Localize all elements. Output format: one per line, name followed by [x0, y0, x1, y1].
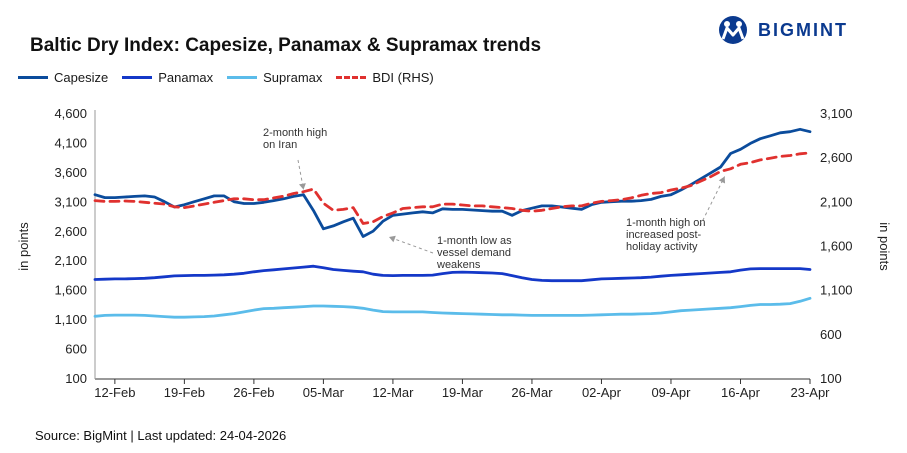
y2-tick-label: 1,600: [820, 239, 853, 254]
annotation-text: 1-month low as: [437, 235, 512, 247]
y-tick-label: 4,100: [54, 135, 87, 150]
y-tick-label: 1,100: [54, 312, 87, 327]
chart-title: Baltic Dry Index: Capesize, Panamax & Su…: [30, 35, 542, 56]
annotation-text: 1-month high on: [626, 217, 706, 229]
legend-label: BDI (RHS): [372, 70, 434, 85]
annotation-text: on Iran: [263, 139, 297, 151]
annotation-arrow-head: [388, 235, 396, 243]
annotation-arrow-head: [718, 176, 726, 184]
y2-tick-label: 3,100: [820, 106, 853, 121]
annotation-text: 2-month high: [263, 127, 327, 139]
y2-tick-label: 1,100: [820, 283, 853, 298]
x-tick-label: 12-Feb: [94, 385, 135, 400]
annotation-text: holiday activity: [626, 241, 698, 253]
x-tick-label: 26-Feb: [233, 385, 274, 400]
annotation-text: weakens: [436, 259, 481, 271]
x-tick-label: 05-Mar: [303, 385, 345, 400]
y-tick-label: 1,600: [54, 283, 87, 298]
y-axis-title: in points: [16, 222, 31, 271]
annotation-text: vessel demand: [437, 247, 511, 259]
y2-tick-label: 2,600: [820, 150, 853, 165]
chart-legend: Capesize Panamax Supramax BDI (RHS): [18, 70, 448, 85]
brand-name: BIGMINT: [758, 19, 848, 40]
x-tick-label: 12-Mar: [372, 385, 414, 400]
y-tick-label: 600: [65, 342, 87, 357]
x-tick-label: 02-Apr: [582, 385, 622, 400]
y-tick-label: 3,600: [54, 165, 87, 180]
legend-swatch: [336, 76, 367, 79]
legend-swatch: [227, 76, 258, 79]
annotation-text: increased post-: [626, 229, 702, 241]
legend-label: Supramax: [263, 70, 323, 85]
legend-item: Panamax: [122, 70, 213, 85]
y2-tick-label: 600: [820, 327, 842, 342]
x-tick-label: 09-Apr: [651, 385, 691, 400]
y-tick-label: 100: [65, 371, 87, 386]
x-tick-label: 19-Mar: [442, 385, 484, 400]
series-line-bdi-rhs: [93, 151, 812, 225]
series-line-supramax: [93, 296, 812, 319]
y-tick-label: 3,100: [54, 194, 87, 209]
series-line-panamax: [93, 264, 812, 283]
y2-tick-label: 100: [820, 371, 842, 386]
legend-label: Panamax: [158, 70, 214, 85]
y-tick-label: 2,600: [54, 224, 87, 239]
y2-axis-title: in points: [877, 222, 892, 271]
annotation-arrow-line: [388, 236, 434, 254]
bigmint-logo-icon: [719, 16, 747, 44]
legend-item: BDI (RHS): [336, 70, 434, 85]
source-note: Source: BigMint | Last updated: 24-04-20…: [35, 428, 287, 443]
y2-tick-label: 2,100: [820, 194, 853, 209]
x-tick-label: 19-Feb: [164, 385, 205, 400]
y-tick-label: 4,600: [54, 106, 87, 121]
legend-swatch: [122, 76, 153, 79]
legend-item: Capesize: [18, 70, 108, 85]
brand-logo: BIGMINT: [716, 15, 848, 45]
annotation-arrow-head: [298, 183, 306, 190]
legend-item: Supramax: [227, 70, 322, 85]
x-tick-label: 16-Apr: [721, 385, 761, 400]
legend-label: Capesize: [54, 70, 109, 85]
x-tick-label: 26-Mar: [511, 385, 553, 400]
x-tick-label: 23-Apr: [790, 385, 830, 400]
legend-swatch: [18, 76, 48, 79]
y-tick-label: 2,100: [54, 253, 87, 268]
